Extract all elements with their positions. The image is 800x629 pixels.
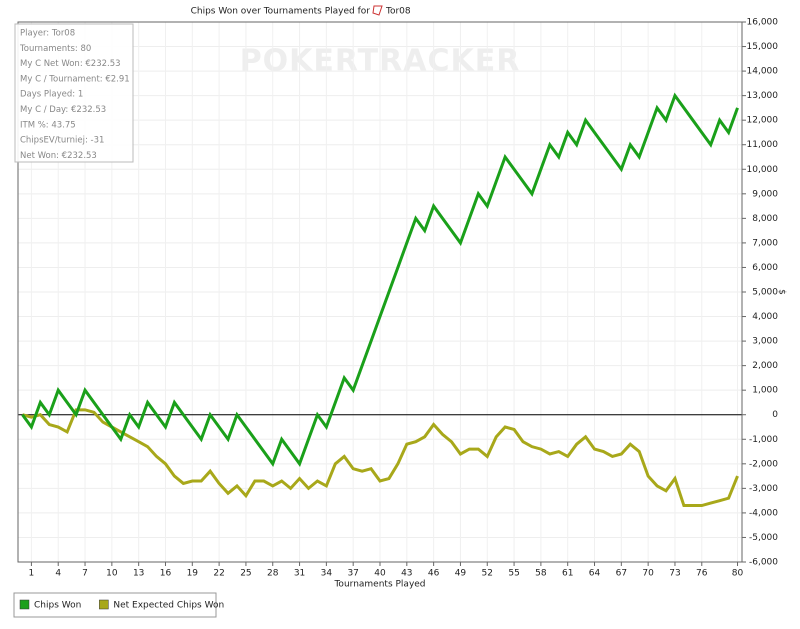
y-tick-label: 7,000	[752, 238, 778, 248]
x-tick-label: 7	[82, 569, 88, 579]
y-tick-label: 13,000	[747, 91, 779, 101]
y-tick-label: -2,000	[749, 459, 778, 469]
plot-frame	[17, 21, 743, 563]
info-text: Player: Tor08	[20, 29, 75, 39]
legend-label: Chips Won	[34, 601, 81, 611]
y-tick-label: 2,000	[752, 361, 778, 371]
y-tick-label: -6,000	[749, 558, 778, 568]
y-tick-label: 9,000	[752, 189, 778, 199]
x-tick-label: 52	[482, 569, 493, 579]
y-tick-label: -5,000	[749, 533, 778, 543]
x-tick-label: 31	[294, 569, 305, 579]
chart-title: Chips Won over Tournaments Played for	[191, 7, 371, 17]
legend-swatch	[99, 599, 109, 610]
y-tick-label: 12,000	[747, 116, 779, 126]
x-tick-label: 13	[133, 569, 144, 579]
y-tick-label: -3,000	[749, 484, 778, 494]
info-text: My C / Day: €232.53	[20, 105, 106, 115]
x-tick-label: 64	[589, 569, 601, 579]
x-tick-label: 28	[267, 569, 279, 579]
y-tick-label: 6,000	[752, 263, 778, 273]
y-tick-label: -4,000	[749, 508, 778, 518]
x-axis-label: Tournaments Played	[333, 580, 425, 590]
player-icon	[372, 5, 383, 16]
x-tick-label: 25	[240, 569, 251, 579]
info-text: ITM %: 43.75	[20, 120, 76, 130]
x-tick-label: 76	[696, 569, 708, 579]
y-tick-label: 4,000	[752, 312, 778, 322]
info-text: ChipsEV/turniej: -31	[20, 136, 104, 146]
legend-box	[13, 592, 217, 618]
legend-label: Net Expected Chips Won	[113, 601, 224, 611]
y-tick-label: 8,000	[752, 214, 778, 224]
x-tick-label: 40	[374, 569, 386, 579]
x-tick-label: 67	[616, 569, 627, 579]
x-tick-label: 43	[401, 569, 412, 579]
legend-swatch	[19, 599, 30, 610]
y-tick-label: 16,000	[747, 18, 779, 28]
y-tick-label: 15,000	[747, 42, 779, 52]
x-tick-label: 10	[106, 569, 118, 579]
y-axis-label: $	[777, 289, 787, 295]
x-tick-label: 37	[347, 569, 358, 579]
series-line	[21, 92, 739, 467]
y-tick-label: 14,000	[747, 67, 779, 77]
x-tick-label: 16	[160, 569, 172, 579]
x-tick-label: 46	[428, 569, 440, 579]
x-tick-label: 1	[29, 569, 35, 579]
y-tick-label: 3,000	[752, 337, 778, 347]
x-tick-label: 80	[732, 569, 744, 579]
x-tick-label: 19	[187, 569, 199, 579]
y-tick-label: 10,000	[747, 165, 779, 175]
info-text: My C Net Won: €232.53	[20, 59, 121, 69]
x-tick-label: 22	[213, 569, 224, 579]
x-tick-label: 70	[642, 569, 654, 579]
x-tick-label: 73	[669, 569, 680, 579]
x-tick-label: 61	[562, 569, 573, 579]
x-tick-label: 49	[455, 569, 467, 579]
info-text: Tournaments: 80	[19, 44, 91, 54]
info-box	[14, 23, 134, 163]
info-text: Days Played: 1	[20, 90, 83, 100]
x-tick-label: 4	[55, 569, 61, 579]
info-text: Net Won: €232.53	[20, 151, 97, 161]
y-tick-label: 1,000	[752, 386, 778, 396]
series-line	[22, 408, 739, 508]
x-tick-label: 34	[321, 569, 333, 579]
y-tick-label: 11,000	[747, 140, 779, 150]
y-tick-label: 5,000	[752, 288, 778, 298]
chart-player: Tor08	[385, 7, 411, 17]
x-tick-label: 55	[508, 569, 519, 579]
x-tick-label: 58	[535, 569, 547, 579]
info-text: My C / Tournament: €2.91	[20, 74, 130, 84]
y-tick-label: 0	[772, 410, 778, 420]
y-tick-label: -1,000	[749, 435, 778, 445]
